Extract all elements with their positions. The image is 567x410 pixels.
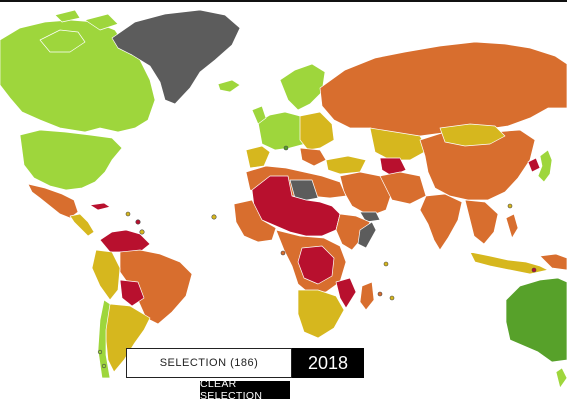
region-chile[interactable] [97,299,111,379]
region-indonesia[interactable] [469,251,549,275]
region-png[interactable] [539,253,567,271]
region-bolivia[interactable] [119,279,145,307]
island-dot[interactable] [389,295,395,301]
region-australia[interactable] [505,277,567,363]
region-mozambique[interactable] [335,277,357,309]
region-canada[interactable] [0,19,156,133]
region-greenland[interactable] [111,9,241,105]
region-new-zealand[interactable] [555,367,567,389]
island-dot[interactable] [531,267,537,273]
region-venezuela[interactable] [99,229,151,253]
clear-selection-button[interactable]: CLEAR SELECTION [200,378,290,402]
island-dot[interactable] [383,261,389,267]
region-uk[interactable] [251,105,267,125]
island-dot[interactable] [97,349,103,355]
region-kazakhstan[interactable] [369,127,429,161]
region-libya[interactable] [289,179,319,203]
island-dot[interactable] [135,219,141,225]
region-middle-east[interactable] [339,171,393,217]
region-eastern-europe[interactable] [299,111,335,151]
region-iberia[interactable] [245,145,271,169]
region-balkans[interactable] [299,147,327,167]
region-turkey[interactable] [325,155,367,175]
region-caribbean[interactable] [89,202,111,211]
year-display: 2018 [292,348,364,378]
island-dot[interactable] [280,250,286,256]
region-peru[interactable] [91,249,121,301]
region-central-america[interactable] [69,213,95,237]
region-drc[interactable] [297,245,335,285]
region-madagascar[interactable] [359,281,375,311]
region-arctic-islands[interactable] [39,9,119,53]
island-dot[interactable] [139,229,145,235]
region-southeast-asia[interactable] [464,199,499,245]
region-somalia[interactable] [357,221,377,249]
region-mexico[interactable] [27,183,79,219]
region-southern-africa[interactable] [297,289,345,339]
region-north-korea[interactable] [527,157,541,173]
island-dot[interactable] [283,145,289,151]
island-dot[interactable] [101,363,107,369]
selection-count[interactable]: SELECTION (186) [126,348,292,378]
island-dot[interactable] [125,211,131,217]
region-iceland[interactable] [217,79,241,93]
region-russia[interactable] [319,41,567,137]
top-bar [0,0,567,2]
year-value: 2018 [307,352,349,373]
region-usa[interactable] [19,129,123,191]
island-dot[interactable] [507,203,513,209]
island-dot[interactable] [377,291,383,297]
selection-label: SELECTION (186) [159,357,259,369]
region-philippines[interactable] [505,213,519,239]
island-dot[interactable] [211,214,217,220]
region-west-africa[interactable] [233,199,277,243]
region-india[interactable] [419,193,463,251]
region-mongolia[interactable] [439,123,506,147]
region-scandinavia[interactable] [279,63,326,111]
region-japan[interactable] [537,149,553,183]
clear-selection-label: CLEAR SELECTION [200,378,263,402]
